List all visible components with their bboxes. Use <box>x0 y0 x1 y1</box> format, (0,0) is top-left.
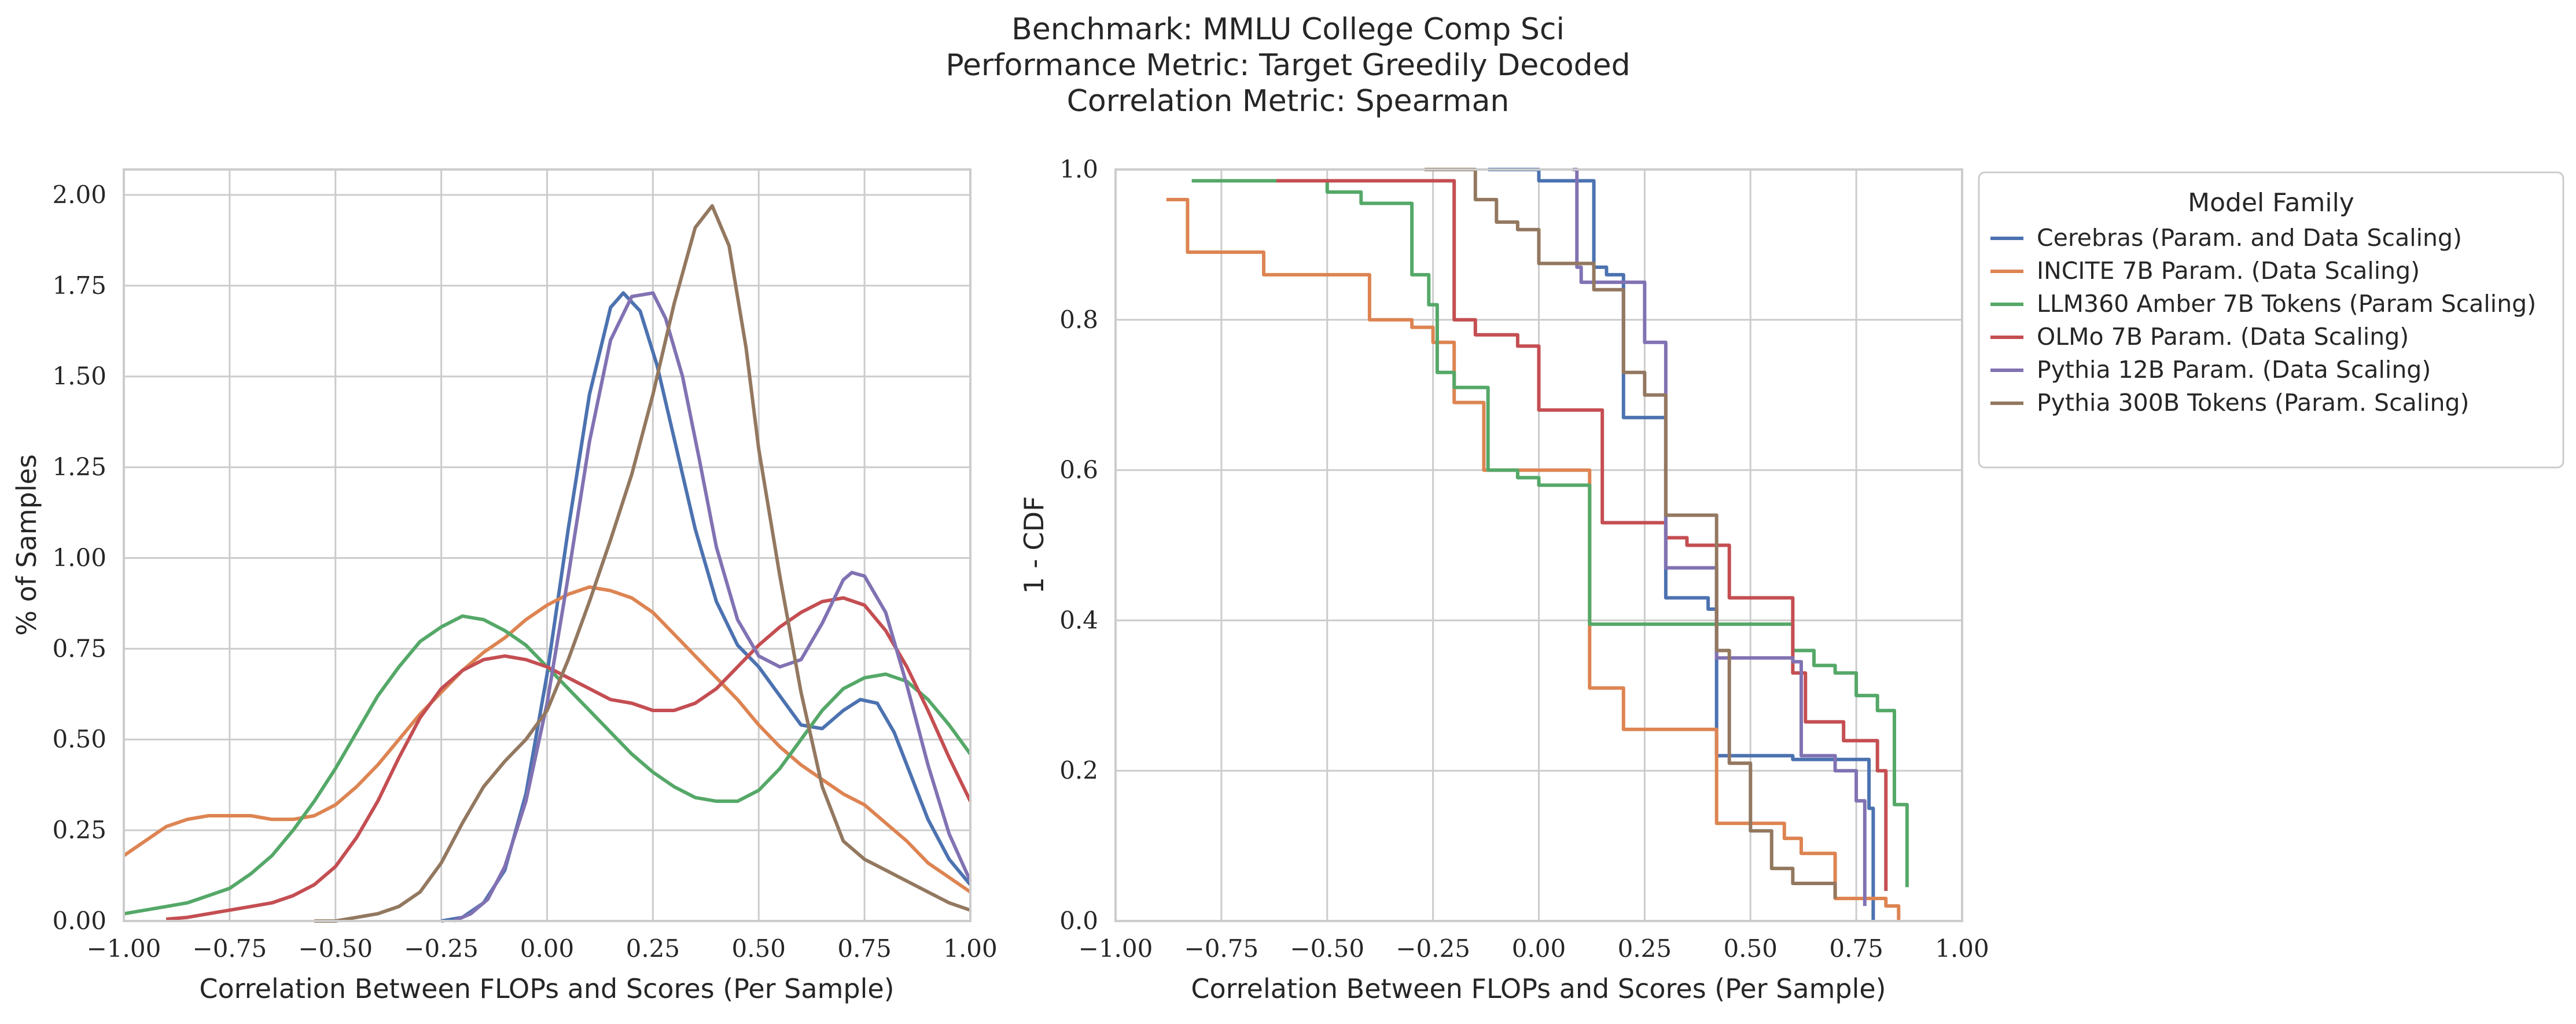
legend-label-llm360: LLM360 Amber 7B Tokens (Param Scaling) <box>2037 290 2536 318</box>
survival-line-pythia12b <box>1573 168 1867 906</box>
kde-y-tick-labels: 0.00 0.25 0.50 0.75 1.00 1.25 1.50 1.75 2.00 <box>52 181 106 935</box>
legend-label-olmo: OLMo 7B Param. (Data Scaling) <box>2037 323 2409 351</box>
kde-y-tick-label: 1.25 <box>52 453 106 481</box>
kde-y-tick-label: 1.75 <box>52 271 106 300</box>
survival-x-tick-label: −0.25 <box>1396 934 1470 963</box>
survival-y-tick-labels: 0.0 0.2 0.4 0.6 0.8 1.0 <box>1059 155 1098 935</box>
survival-x-tick-label: 0.50 <box>1723 934 1778 963</box>
legend-label-incite: INCITE 7B Param. (Data Scaling) <box>2037 257 2420 285</box>
survival-x-tick-label: 1.00 <box>1935 934 1989 963</box>
survival-x-tick-label: 0.25 <box>1618 934 1672 963</box>
kde-gridlines <box>123 170 971 922</box>
survival-plot-frame <box>1114 168 1963 922</box>
legend-label-cerebras: Cerebras (Param. and Data Scaling) <box>2037 224 2462 252</box>
survival-x-tick-label: 0.75 <box>1829 934 1883 963</box>
kde-line-incite <box>123 585 971 894</box>
survival-y-tick-label: 0.0 <box>1059 907 1098 935</box>
suptitle-line-1: Benchmark: MMLU College Comp Sci <box>1011 12 1565 47</box>
kde-x-tick-label: 1.00 <box>943 934 998 963</box>
legend-items: Cerebras (Param. and Data Scaling) INCITE… <box>1990 224 2536 417</box>
survival-y-tick-label: 0.8 <box>1059 305 1098 334</box>
survival-line-cerebras <box>1488 168 1875 921</box>
kde-line-cerebras <box>441 291 972 923</box>
suptitle-line-3: Correlation Metric: Spearman <box>1067 84 1510 119</box>
legend-label-pythia300b: Pythia 300B Tokens (Param. Scaling) <box>2037 389 2470 417</box>
survival-series-lines <box>1166 168 1909 921</box>
survival-y-tick-label: 0.2 <box>1059 756 1098 784</box>
survival-plot: −1.00 −0.75 −0.50 −0.25 0.00 0.25 0.50 0.75 1.00… <box>1018 155 1989 1004</box>
survival-line-olmo <box>1276 179 1888 891</box>
kde-y-tick-label: 0.25 <box>52 816 106 844</box>
kde-x-tick-label: −0.25 <box>404 934 479 963</box>
survival-y-axis-label: 1 - CDF <box>1018 496 1050 594</box>
survival-line-pythia300b <box>1425 168 1837 898</box>
kde-x-tick-label: −1.00 <box>87 934 161 963</box>
survival-x-tick-label: 0.00 <box>1512 934 1566 963</box>
survival-x-tick-labels: −1.00 −0.75 −0.50 −0.25 0.00 0.25 0.50 0.75 1.00 <box>1079 934 1989 963</box>
survival-x-tick-label: −0.50 <box>1290 934 1364 963</box>
survival-y-tick-label: 0.6 <box>1059 456 1098 484</box>
survival-x-tick-label: −0.75 <box>1184 934 1259 963</box>
kde-line-pythia300b <box>314 204 971 923</box>
survival-y-tick-label: 0.4 <box>1059 606 1098 634</box>
suptitle: Benchmark: MMLU College Comp Sci Perform… <box>945 12 1630 119</box>
suptitle-line-2: Performance Metric: Target Greedily Deco… <box>945 48 1630 83</box>
survival-y-tick-label: 1.0 <box>1059 155 1098 183</box>
kde-plot: −1.00 −0.75 −0.50 −0.25 0.00 0.25 0.50 0.75 1.00… <box>11 168 998 1004</box>
survival-gridlines <box>1114 168 1963 922</box>
kde-x-tick-label: 0.00 <box>520 934 575 963</box>
legend-label-pythia12b: Pythia 12B Param. (Data Scaling) <box>2037 356 2431 384</box>
survival-line-llm360 <box>1191 179 1909 887</box>
kde-line-olmo <box>165 596 972 921</box>
kde-x-tick-label: 0.75 <box>837 934 892 963</box>
legend-title: Model Family <box>2188 188 2354 218</box>
kde-plot-frame <box>123 168 971 922</box>
kde-x-tick-label: −0.50 <box>298 934 373 963</box>
kde-y-tick-label: 0.50 <box>52 725 106 753</box>
legend: Model Family Cerebras (Param. and Data S… <box>1978 171 2564 469</box>
kde-line-pythia12b <box>453 291 972 923</box>
kde-x-tick-label: 0.50 <box>731 934 786 963</box>
kde-y-tick-label: 1.50 <box>52 362 106 391</box>
survival-line-incite <box>1166 198 1901 921</box>
survival-x-tick-label: −1.00 <box>1079 934 1153 963</box>
kde-y-tick-label: 0.00 <box>52 907 106 935</box>
kde-y-tick-label: 1.00 <box>52 543 106 572</box>
legend-box <box>1978 171 2564 469</box>
kde-y-tick-label: 2.00 <box>52 181 106 209</box>
kde-x-tick-label: 0.25 <box>626 934 680 963</box>
kde-y-tick-label: 0.75 <box>52 634 106 662</box>
kde-series-lines <box>123 204 972 923</box>
kde-x-tick-labels: −1.00 −0.75 −0.50 −0.25 0.00 0.25 0.50 0.75 1.00 <box>87 934 998 963</box>
kde-y-axis-label: % of Samples <box>11 454 42 636</box>
kde-x-axis-label: Correlation Between FLOPs and Scores (Pe… <box>199 973 894 1004</box>
survival-x-axis-label: Correlation Between FLOPs and Scores (Pe… <box>1191 973 1886 1004</box>
kde-x-tick-label: −0.75 <box>193 934 267 963</box>
